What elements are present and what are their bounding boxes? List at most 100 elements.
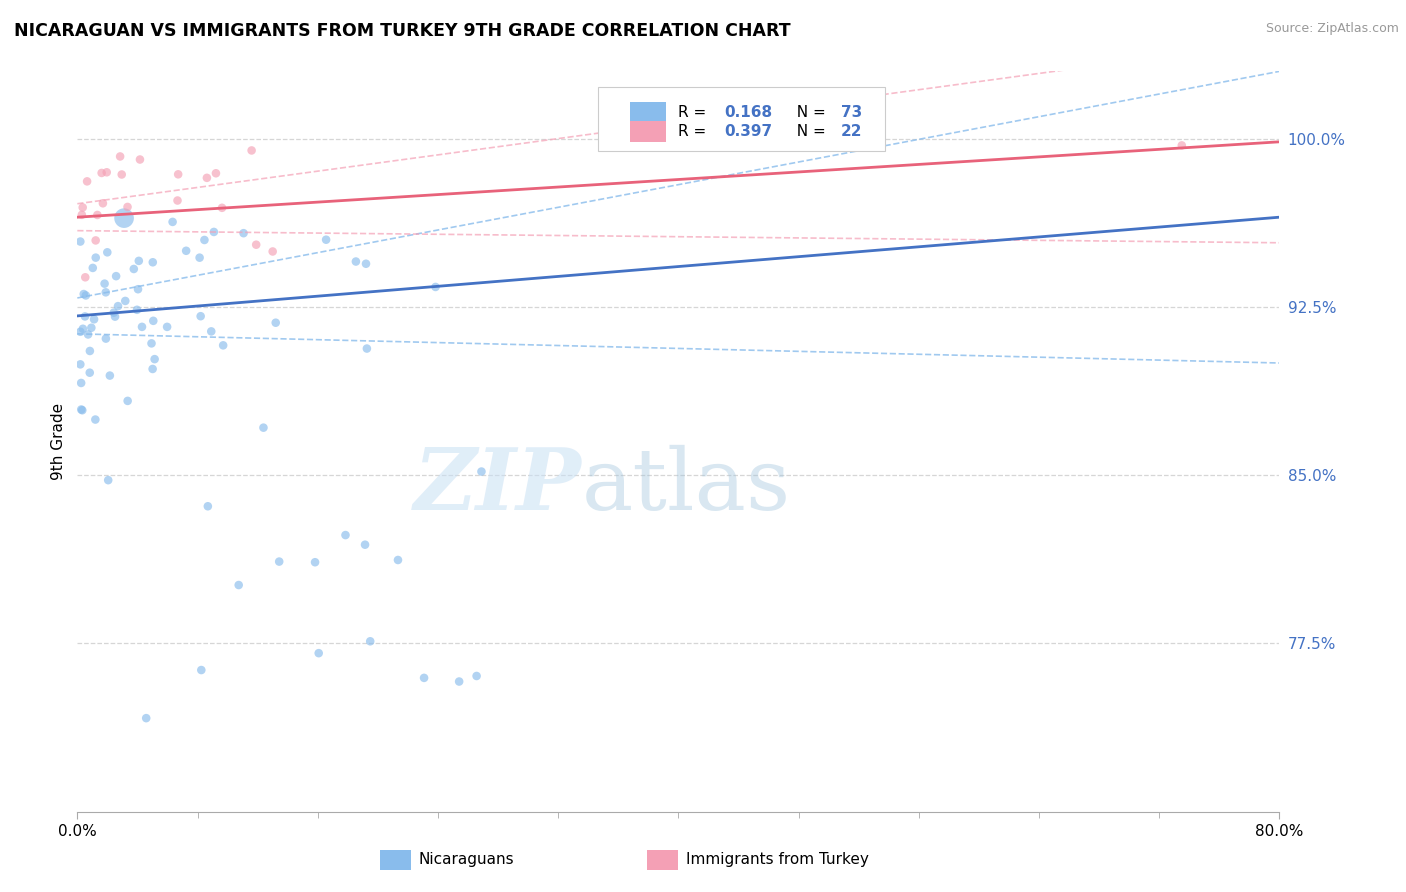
Point: [72, 201, 94, 215]
FancyBboxPatch shape: [598, 87, 886, 151]
Point: [76, 174, 98, 188]
Point: [240, 144, 263, 158]
Point: [188, 251, 211, 265]
Point: [413, 671, 436, 685]
Bar: [647, 850, 678, 870]
Point: [269, 555, 291, 569]
Point: [73, 310, 96, 324]
Point: [195, 170, 218, 185]
Point: [190, 309, 212, 323]
Point: [315, 233, 337, 247]
Point: [70, 208, 93, 222]
Point: [252, 420, 274, 434]
Point: [141, 336, 163, 351]
Point: [86, 208, 108, 222]
Point: [94, 285, 117, 300]
Point: [104, 310, 127, 324]
Point: [190, 663, 212, 677]
Point: [75, 270, 97, 285]
Point: [156, 319, 179, 334]
Text: 73: 73: [841, 104, 862, 120]
Bar: [380, 850, 411, 870]
Text: R =: R =: [679, 104, 711, 120]
Point: [79, 343, 101, 358]
Point: [142, 255, 165, 269]
Point: [111, 168, 134, 182]
Point: [174, 244, 197, 258]
Point: [166, 194, 188, 208]
Point: [142, 314, 165, 328]
Point: [128, 253, 150, 268]
Point: [344, 254, 367, 268]
Point: [356, 342, 378, 356]
Text: atlas: atlas: [582, 444, 792, 527]
Point: [73, 287, 96, 301]
Point: [117, 200, 139, 214]
Point: [103, 306, 125, 320]
Text: Nicaraguans: Nicaraguans: [419, 853, 515, 867]
Point: [211, 201, 233, 215]
Point: [193, 233, 215, 247]
Point: [79, 366, 101, 380]
Point: [162, 215, 184, 229]
Point: [84, 412, 107, 426]
Point: [135, 711, 157, 725]
Point: [96, 165, 118, 179]
Point: [114, 293, 136, 308]
Text: N =: N =: [786, 104, 830, 120]
Point: [167, 167, 190, 181]
Point: [91, 196, 114, 211]
Point: [108, 149, 131, 163]
Point: [359, 634, 381, 648]
Point: [354, 538, 377, 552]
Text: ZIP: ZIP: [415, 444, 582, 528]
Point: [107, 299, 129, 313]
Point: [387, 553, 409, 567]
Text: 22: 22: [841, 124, 862, 139]
Point: [335, 528, 357, 542]
Point: [142, 362, 165, 376]
Text: Immigrants from Turkey: Immigrants from Turkey: [686, 853, 869, 867]
Point: [72, 322, 94, 336]
Text: 0.168: 0.168: [724, 104, 772, 120]
Point: [69, 357, 91, 371]
Point: [262, 244, 284, 259]
Text: Source: ZipAtlas.com: Source: ZipAtlas.com: [1265, 22, 1399, 36]
Text: NICARAGUAN VS IMMIGRANTS FROM TURKEY 9TH GRADE CORRELATION CHART: NICARAGUAN VS IMMIGRANTS FROM TURKEY 9TH…: [14, 22, 790, 40]
Bar: [630, 121, 666, 142]
Point: [96, 245, 118, 260]
Point: [131, 319, 153, 334]
Point: [90, 166, 112, 180]
Point: [80, 320, 103, 334]
Point: [470, 465, 492, 479]
Bar: [630, 102, 666, 122]
Point: [97, 473, 120, 487]
Point: [98, 368, 121, 383]
Point: [425, 280, 447, 294]
Point: [72, 403, 94, 417]
Point: [212, 338, 235, 352]
Point: [69, 235, 91, 249]
Point: [202, 225, 225, 239]
Point: [465, 669, 488, 683]
Point: [122, 262, 145, 277]
Point: [112, 211, 135, 226]
Point: [117, 393, 139, 408]
Point: [70, 402, 93, 417]
Point: [449, 674, 471, 689]
Point: [197, 500, 219, 514]
Point: [1171, 138, 1194, 153]
Point: [354, 257, 377, 271]
Point: [125, 302, 148, 317]
Point: [105, 269, 128, 284]
Point: [83, 312, 105, 326]
Point: [127, 282, 149, 296]
Point: [129, 153, 152, 167]
Point: [93, 277, 115, 291]
Point: [245, 237, 267, 252]
Point: [143, 352, 166, 367]
Point: [228, 578, 250, 592]
Point: [75, 288, 97, 302]
Text: R =: R =: [679, 124, 711, 139]
Point: [77, 327, 100, 342]
